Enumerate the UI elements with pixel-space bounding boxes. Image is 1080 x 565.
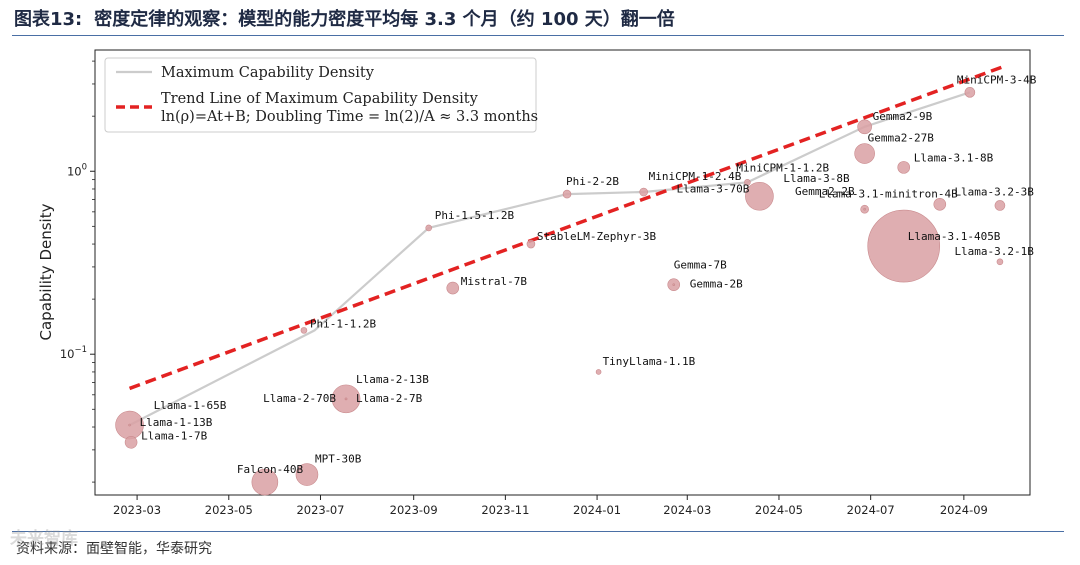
bottom-divider [12,531,1064,532]
label-stablelm-zephyr-3b: StableLM-Zephyr-3B [537,230,657,243]
label-gemma-2b: Gemma-2B [690,278,743,291]
point-minicpm-1-2-4b [639,187,648,197]
point-llama-3-2-3b [994,200,1006,211]
point-llama-1-7b [124,435,138,449]
point-llama-3-1-8b [897,161,911,174]
label-minicpm-1-1-2b: MiniCPM-1-1.2B [736,161,829,174]
top-divider [12,35,1064,36]
axis-ticks: 2023-03 2023-05 2023-07 2023-09 2023-11 2024-… [60,60,988,517]
point-llama-3-70b [745,181,774,211]
label-llama-3-2-3b: Llama-3.2-3B [954,185,1034,198]
point-falcon-40b [251,468,279,496]
point-llama-3-2-1b [996,258,1004,266]
legend-label-formula: ln(ρ)=At+B; Doubling Time = ln(2)/A ≈ 3.… [161,109,538,125]
y-tick-label-0: 100 [67,162,87,178]
x-tick-label-2023-09: 2023-09 [390,503,438,517]
x-tick-label-2023-11: 2023-11 [481,503,529,517]
legend-box [104,57,537,133]
y-tick-label-−1: 10−1 [60,345,87,361]
x-tick-label-2024-03: 2024-03 [663,503,711,517]
source-note: 未来智库 资料来源：面壁智能，华泰研究 [10,529,212,558]
x-tick-label-2023-05: 2023-05 [205,503,253,517]
label-gemma2-27b: Gemma2-27B [868,132,935,145]
point-phi-1-1-2b [300,327,308,334]
figure-number: 图表13: [14,9,83,30]
max-density-line [129,91,971,427]
max-density-line-group [129,91,971,427]
point-gemma2-27b [854,143,875,164]
label-mpt-30b: MPT-30B [315,453,362,466]
label-llama-3-1-minitron-4b: Llama-3.1-minitron-4B [819,187,958,200]
point-llama-3-1-405b [867,209,941,283]
trend-line [128,65,1003,391]
label-mistral-7b: Mistral-7B [461,275,528,288]
label-llama-2-7b: Llama-2-7B [356,392,423,405]
point-phi-1-5-1-2b [425,224,433,232]
point-gemma2-2b [863,207,866,211]
label-llama-3-70b: Llama-3-70B [677,182,750,195]
point-stablelm-zephyr-3b [526,239,536,249]
legend-label-max-line: Maximum Capability Density [161,65,375,81]
point-gemma-2b [672,283,676,286]
point-minicpm-1-1-2b [744,179,751,186]
label-llama-3-1-8b: Llama-3.1-8B [914,151,994,164]
point-tinyllama-1-1b [595,369,602,375]
point-mpt-30b [295,463,319,486]
data-points [115,87,1006,496]
point-llama-2-7b [344,397,348,401]
x-tick-label-2024-05: 2024-05 [755,503,803,517]
figure-title: 图表13: 密度定律的观察：模型的能力密度平均每 3.3 个月（约 100 天）翻… [14,4,1064,36]
trend-line-group [128,65,1003,391]
watermark: 未来智库 [10,529,78,549]
x-tick-label-2024-01: 2024-01 [573,503,621,517]
x-tick-label-2024-07: 2024-07 [847,503,895,517]
label-llama-1-13b: Llama-1-13B [140,416,213,429]
label-tinyllama-1-1b: TinyLlama-1.1B [603,355,696,368]
label-gemma2-2b: Gemma2-2B [795,185,855,198]
point-llama-3-1-minitron-4b [933,197,947,211]
y-axis-label: Capability Density [37,203,55,340]
source-text: 资料来源：面壁智能，华泰研究 [16,541,212,557]
legend-label-trend: Trend Line of Maximum Capability Density [161,91,479,107]
point-minicpm-3-4b [964,87,976,98]
label-llama-3-8b: Llama-3-8B [783,172,850,185]
label-llama-1-65b: Llama-1-65B [154,399,227,412]
label-minicpm-1-2-4b: MiniCPM-1-2.4B [649,170,742,183]
label-gemma-7b: Gemma-7B [674,259,727,272]
legend: Maximum Capability Density Trend Line of … [104,57,538,133]
label-llama-3-1-405b: Llama-3.1-405B [908,230,1001,243]
point-llama-1-13b [128,423,131,427]
point-phi-2-2b [562,189,572,199]
label-llama-1-7b: Llama-1-7B [141,429,208,442]
label-llama-2-13b: Llama-2-13B [356,373,429,386]
label-minicpm-3-4b: MiniCPM-3-4B [957,73,1037,86]
x-tick-label-2023-03: 2023-03 [113,503,161,517]
point-gemma2-9b [857,119,872,135]
x-tick-label-2023-07: 2023-07 [296,503,344,517]
figure-caption: 密度定律的观察：模型的能力密度平均每 3.3 个月（约 100 天）翻一倍 [94,9,675,30]
label-llama-2-70b: Llama-2-70B [263,392,336,405]
label-phi-1-5-1-2b: Phi-1.5-1.2B [435,209,515,222]
label-phi-2-2b: Phi-2-2B [566,175,619,188]
label-gemma2-9b: Gemma2-9B [873,110,933,123]
label-llama-3-2-1b: Llama-3.2-1B [954,245,1034,258]
x-tick-label-2024-09: 2024-09 [940,503,988,517]
point-mistral-7b [446,281,460,295]
plot-frame [94,49,1031,496]
label-falcon-40b: Falcon-40B [237,463,304,476]
label-phi-1-1-2b: Phi-1-1.2B [310,317,377,330]
